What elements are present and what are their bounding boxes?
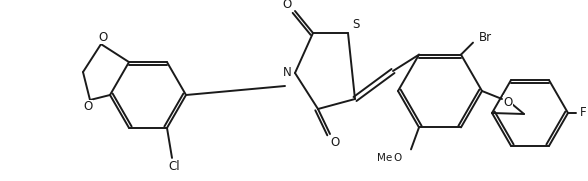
Text: O: O [393, 153, 401, 163]
Text: O: O [83, 100, 93, 113]
Text: Me: Me [377, 153, 393, 163]
Text: O: O [98, 31, 108, 44]
Text: F: F [580, 106, 586, 119]
Text: O: O [503, 96, 513, 108]
Text: N: N [283, 66, 292, 79]
Text: S: S [352, 18, 360, 31]
Text: Cl: Cl [168, 160, 180, 173]
Text: O: O [282, 0, 292, 10]
Text: Br: Br [479, 31, 492, 44]
Text: O: O [330, 136, 340, 148]
